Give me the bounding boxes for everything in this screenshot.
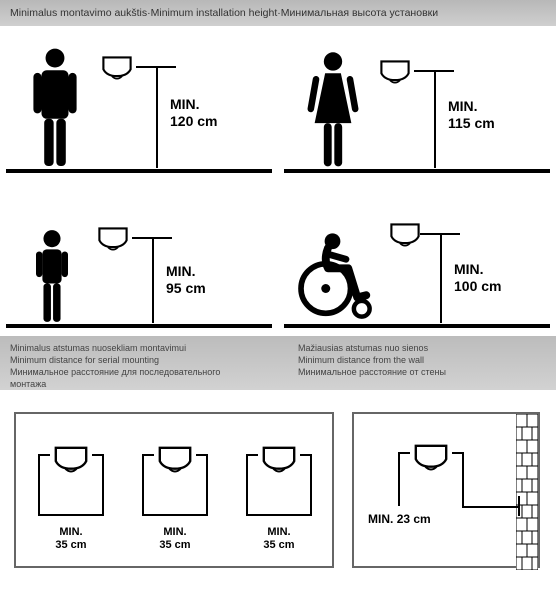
- bracket: [398, 452, 400, 506]
- panel-man: MIN. 120 cm: [0, 26, 278, 181]
- label-wheelchair: MIN. 100 cm: [454, 261, 501, 295]
- dim-label-1: MIN.35 cm: [38, 526, 104, 552]
- serial-box: MIN.35 cm MIN.35 cm MIN.35 cm: [14, 412, 334, 568]
- value-text: 35 cm: [263, 539, 294, 551]
- subtitle-right: Mažiausias atstumas nuo sienos Minimum d…: [258, 342, 546, 384]
- dryer-icon: [156, 444, 194, 482]
- bracket: [38, 454, 50, 456]
- bracket: [196, 454, 208, 456]
- dryer-icon: [96, 225, 130, 259]
- value-text: 115 cm: [448, 115, 495, 131]
- wheelchair-icon: [292, 226, 382, 324]
- min-text: MIN.: [166, 263, 206, 280]
- bracket: [38, 454, 40, 514]
- min-text: MIN.: [59, 526, 82, 538]
- dim-toptick: [132, 237, 172, 239]
- dim-label-2: MIN.35 cm: [142, 526, 208, 552]
- bracket: [246, 454, 248, 514]
- sub-en: Minimum distance for serial mounting: [10, 354, 258, 366]
- bracket: [310, 454, 312, 514]
- bracket: [398, 452, 410, 454]
- value-text: 100 cm: [454, 278, 501, 294]
- panel-wheelchair: MIN. 100 cm: [278, 181, 556, 336]
- sub-lt: Minimalus atstumas nuosekliam montavimui: [10, 342, 258, 354]
- min-text: MIN.: [170, 96, 217, 113]
- wall-icon: [516, 414, 538, 566]
- bracket: [462, 452, 464, 506]
- dim-vline: [440, 233, 442, 323]
- floor-line: [6, 169, 272, 173]
- subtitle-bar: Minimalus atstumas nuosekliam montavimui…: [0, 336, 556, 390]
- dim-vline: [434, 70, 436, 168]
- dim-toptick: [414, 70, 454, 72]
- height-grid: MIN. 120 cm MIN. 115 cm MIN. 95: [0, 26, 556, 336]
- label-child: MIN. 95 cm: [166, 263, 206, 297]
- min-text: MIN.: [454, 261, 501, 278]
- dimbar: [142, 514, 208, 516]
- bracket: [246, 454, 258, 456]
- bracket: [102, 454, 104, 514]
- dryer-icon: [412, 442, 450, 480]
- floor-line: [284, 324, 550, 328]
- sub-ru: Минимальное расстояние от стены: [298, 366, 546, 378]
- dimbar: [246, 514, 312, 516]
- value-text: 95 cm: [166, 280, 206, 296]
- label-man: MIN. 120 cm: [170, 96, 217, 130]
- title-en: Minimum installation height: [151, 7, 278, 19]
- min-text: MIN.: [267, 526, 290, 538]
- dim-toptick: [420, 233, 460, 235]
- dim-tick: [518, 496, 520, 516]
- bracket: [452, 452, 464, 454]
- sub-ru: Минимальное расстояние для последователь…: [10, 366, 258, 390]
- wall-box: MIN. 23 cm: [352, 412, 540, 568]
- dimbar: [38, 514, 104, 516]
- floor-line: [284, 169, 550, 173]
- sub-en: Minimum distance from the wall: [298, 354, 546, 366]
- value-text: 35 cm: [159, 539, 190, 551]
- bracket: [142, 454, 144, 514]
- dryer-icon: [100, 54, 134, 88]
- floor-line: [6, 324, 272, 328]
- value-text: 35 cm: [55, 539, 86, 551]
- dim-toptick: [136, 66, 176, 68]
- min-text: MIN.: [368, 512, 393, 526]
- label-woman: MIN. 115 cm: [448, 98, 495, 132]
- dim-label-3: MIN.35 cm: [246, 526, 312, 552]
- value-text: 120 cm: [170, 113, 217, 129]
- dryer-icon: [260, 444, 298, 482]
- bracket: [92, 454, 104, 456]
- min-text: MIN.: [448, 98, 495, 115]
- dim-vline: [156, 66, 158, 168]
- title-lt: Minimalus montavimo aukštis: [10, 7, 147, 19]
- woman-icon: [306, 51, 360, 169]
- title-ru: Минимальная высота установки: [281, 7, 438, 19]
- dryer-icon: [378, 58, 412, 92]
- bracket: [300, 454, 312, 456]
- panel-child: MIN. 95 cm: [0, 181, 278, 336]
- dryer-icon: [52, 444, 90, 482]
- bracket: [142, 454, 154, 456]
- title-bar: Minimalus montavimo aukštis · Minimum in…: [0, 0, 556, 26]
- child-icon: [30, 228, 74, 324]
- dim-label-wall: MIN. 23 cm: [368, 512, 498, 526]
- dimbar: [462, 506, 518, 508]
- sub-lt: Mažiausias atstumas nuo sienos: [298, 342, 546, 354]
- subtitle-left: Minimalus atstumas nuosekliam montavimui…: [10, 342, 258, 384]
- panel-woman: MIN. 115 cm: [278, 26, 556, 181]
- bracket: [206, 454, 208, 514]
- dryer-icon: [388, 221, 422, 255]
- bottom-diagrams: MIN.35 cm MIN.35 cm MIN.35 cm MIN. 23 cm: [0, 390, 556, 600]
- min-text: MIN.: [163, 526, 186, 538]
- value-text: 23 cm: [397, 512, 431, 526]
- dim-vline: [152, 237, 154, 323]
- man-icon: [28, 47, 82, 169]
